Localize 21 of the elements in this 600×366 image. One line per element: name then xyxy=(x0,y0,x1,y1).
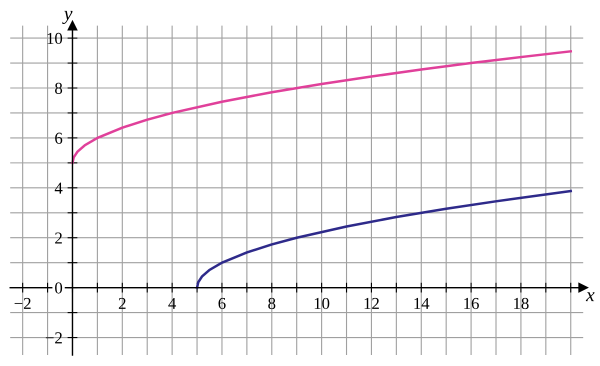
x-tick-label: 14 xyxy=(414,298,430,309)
x-tick-label: 18 xyxy=(514,298,529,310)
y-tick-label: −2 xyxy=(46,332,62,344)
x-tick-label: 12 xyxy=(364,298,379,309)
line-series xyxy=(71,50,572,164)
y-tick-label: 10 xyxy=(48,32,62,44)
x-tick-label: −2 xyxy=(14,298,31,309)
x-tick-label: 16 xyxy=(464,298,479,310)
x-tick-label: 10 xyxy=(314,298,330,310)
line-series xyxy=(196,190,572,289)
y-tick-label: 6 xyxy=(55,132,62,144)
x-tick-label: 8 xyxy=(268,298,276,310)
y-tick-label: 0 xyxy=(55,282,62,294)
x-axis-title: x xyxy=(586,292,595,302)
x-tick-label: 4 xyxy=(168,298,176,309)
y-tick-label: 2 xyxy=(55,232,62,244)
y-axis-title: y xyxy=(62,10,72,24)
x-tick-label: 2 xyxy=(118,298,126,309)
y-tick-label: 8 xyxy=(55,82,62,94)
y-tick-label: 4 xyxy=(54,182,62,194)
x-tick-label: 6 xyxy=(218,298,226,310)
